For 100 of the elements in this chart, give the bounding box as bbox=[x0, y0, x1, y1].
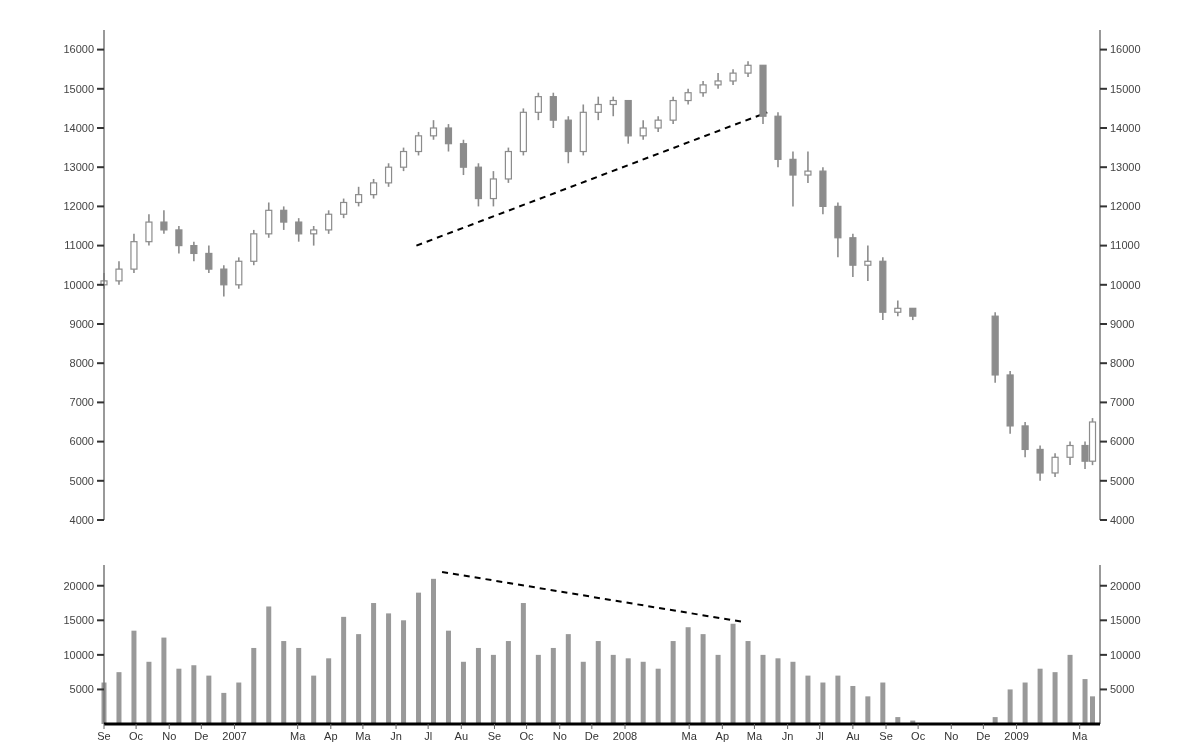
bar bbox=[535, 654, 541, 724]
y-tick-label: 14000 bbox=[63, 121, 94, 134]
candlestick bbox=[160, 209, 168, 235]
x-tick-label: Jn bbox=[390, 730, 402, 742]
x-tick-label: Ma bbox=[746, 730, 763, 742]
candlestick bbox=[220, 264, 228, 298]
candlestick bbox=[1066, 440, 1074, 466]
y-tick-label: 10000 bbox=[63, 278, 94, 291]
bar bbox=[1022, 682, 1028, 724]
y2-tick-label: 13000 bbox=[1110, 161, 1141, 174]
y2-tick-label: 10000 bbox=[1110, 648, 1141, 661]
candlestick bbox=[804, 150, 812, 184]
bar bbox=[251, 647, 257, 724]
x-tick-label: Ma bbox=[355, 730, 372, 742]
bar bbox=[416, 592, 422, 724]
x-tick-label: Ma bbox=[1072, 730, 1089, 742]
candlestick bbox=[115, 260, 123, 286]
bar bbox=[161, 637, 167, 724]
x-tick-label: Jn bbox=[781, 730, 794, 742]
y2-tick-label: 8000 bbox=[1110, 357, 1135, 370]
y2-tick-label: 12000 bbox=[1110, 200, 1141, 213]
candlestick bbox=[669, 95, 677, 125]
candlestick bbox=[594, 95, 602, 121]
bar bbox=[1082, 679, 1088, 724]
bar bbox=[610, 654, 616, 724]
y2-tick-label: 15000 bbox=[1110, 82, 1141, 95]
candlestick bbox=[384, 162, 393, 188]
bar bbox=[715, 654, 721, 724]
x-tick-label: No bbox=[162, 730, 177, 742]
bar bbox=[1052, 672, 1058, 724]
y2-tick-label: 7000 bbox=[1110, 396, 1135, 409]
x-tick-label: 2009 bbox=[1004, 730, 1029, 742]
y-tick-label: 4000 bbox=[69, 513, 94, 526]
x-tick-label: No bbox=[552, 730, 567, 742]
x-tick-label: Ma bbox=[290, 730, 307, 742]
bar bbox=[670, 641, 676, 724]
bar bbox=[281, 641, 287, 724]
x-tick-label: Au bbox=[846, 730, 860, 742]
bar bbox=[221, 692, 227, 724]
bar bbox=[1007, 689, 1013, 724]
bar bbox=[341, 616, 347, 724]
bar bbox=[880, 682, 886, 724]
x-tick-label: 2008 bbox=[612, 730, 638, 742]
y2-tick-label: 5000 bbox=[1110, 474, 1135, 487]
candlestick bbox=[190, 240, 198, 263]
x-tick-label: Se bbox=[487, 730, 502, 742]
y-tick-label: 13000 bbox=[63, 161, 94, 174]
bar bbox=[475, 647, 481, 724]
y-tick-label: 20000 bbox=[63, 579, 94, 592]
x-tick-label: Au bbox=[454, 730, 469, 742]
candlestick bbox=[235, 256, 243, 290]
y2-tick-label: 10000 bbox=[1110, 278, 1141, 291]
candlestick bbox=[205, 244, 213, 274]
candlestick bbox=[355, 186, 363, 208]
y-tick-label: 15000 bbox=[63, 614, 94, 627]
y2-tick-label: 20000 bbox=[1110, 579, 1141, 592]
candlestick bbox=[429, 119, 438, 141]
candlestick bbox=[414, 131, 423, 157]
bar bbox=[326, 658, 332, 724]
x-tick-label: No bbox=[944, 730, 959, 742]
y-tick-label: 7000 bbox=[69, 396, 94, 409]
bar bbox=[191, 665, 197, 724]
bar bbox=[730, 623, 736, 724]
candlestick bbox=[609, 95, 617, 118]
candlestick bbox=[1021, 421, 1029, 459]
bar bbox=[490, 654, 496, 724]
bar bbox=[505, 641, 511, 724]
bar bbox=[401, 620, 407, 724]
bar bbox=[580, 661, 586, 724]
bar bbox=[850, 685, 856, 724]
y2-tick-label: 9000 bbox=[1110, 317, 1135, 330]
bar bbox=[1090, 696, 1096, 724]
candlestick bbox=[265, 201, 273, 239]
x-tick-label: Oc bbox=[911, 730, 926, 742]
x-tick-label: Jl bbox=[424, 730, 433, 742]
bar bbox=[655, 668, 661, 724]
bar bbox=[760, 654, 766, 724]
y-tick-label: 5000 bbox=[69, 474, 94, 487]
bar bbox=[745, 641, 751, 724]
y2-tick-label: 16000 bbox=[1110, 43, 1141, 56]
bar bbox=[356, 634, 362, 724]
bar bbox=[805, 675, 811, 724]
bar bbox=[865, 696, 871, 724]
x-tick-label: Ap bbox=[715, 730, 730, 742]
y-tick-label: 6000 bbox=[69, 435, 94, 448]
bar bbox=[790, 661, 796, 724]
x-tick-label: Jl bbox=[815, 730, 824, 742]
y-tick-label: 9000 bbox=[69, 317, 94, 330]
bar bbox=[460, 661, 466, 724]
candlestick bbox=[310, 225, 318, 247]
y-tick-label: 11000 bbox=[64, 239, 94, 252]
bar bbox=[520, 603, 526, 724]
bar bbox=[371, 603, 377, 724]
candlestick bbox=[175, 225, 183, 255]
bar bbox=[431, 578, 436, 724]
bar bbox=[311, 675, 317, 724]
candlestick bbox=[444, 123, 453, 153]
bar bbox=[775, 658, 781, 724]
candlestick bbox=[489, 170, 498, 208]
y2-tick-label: 5000 bbox=[1110, 683, 1135, 696]
